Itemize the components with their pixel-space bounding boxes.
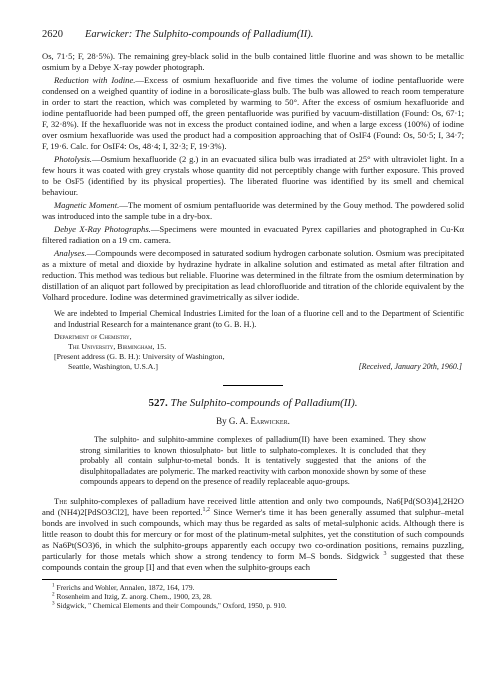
section-lead: Reduction with Iodine. <box>54 75 135 85</box>
body-paragraph: Analyses.—Compounds were decomposed in s… <box>42 248 464 303</box>
article-title: The Sulphito-compounds of Palladium(II). <box>171 397 358 409</box>
body-paragraph: Debye X-Ray Photographs.—Specimens were … <box>42 224 464 246</box>
running-title: Earwicker: The Sulphito-compounds of Pal… <box>85 28 313 41</box>
footnote-ref: 1,2 <box>203 507 211 513</box>
article-title-block: 527. The Sulphito-compounds of Palladium… <box>42 396 464 410</box>
affiliation-line: The University, Birmingham, 15. <box>54 342 464 352</box>
page: 2620 Earwicker: The Sulphito-compounds o… <box>0 0 500 679</box>
affiliation-line: Department of Chemistry, <box>54 332 464 342</box>
lead-word: The <box>54 496 70 506</box>
section-rule <box>223 385 283 386</box>
paragraph-text: —Osmium hexafluoride (2 g.) in an evacua… <box>42 154 464 197</box>
section-lead: Magnetic Moment. <box>54 200 119 210</box>
section-lead: Photolysis. <box>54 154 92 164</box>
affiliation-text: [Present address (G. B. H.): University … <box>54 352 225 361</box>
acknowledgement: We are indebted to Imperial Chemical Ind… <box>54 309 464 330</box>
footnote-text: Rosenheim and Itzig, Z. anorg. Chem., 19… <box>56 592 211 601</box>
paragraph-text: —Excess of osmium hexafluoride and five … <box>42 75 464 151</box>
section-lead: Analyses. <box>54 248 87 258</box>
byline-prefix: By <box>216 416 229 426</box>
running-head: 2620 Earwicker: The Sulphito-compounds o… <box>42 28 464 41</box>
footnotes: 1 Frerichs and Wohler, Annalen, 1872, 16… <box>42 579 337 611</box>
article-number: 527. <box>149 397 168 409</box>
body-paragraph: Photolysis.—Osmium hexafluoride (2 g.) i… <box>42 154 464 198</box>
footnote-text: Frerichs and Wohler, Annalen, 1872, 164,… <box>56 583 194 592</box>
affiliation-line: [Present address (G. B. H.): University … <box>54 352 464 362</box>
footnote-text: Sidgwick, " Chemical Elements and their … <box>56 601 286 610</box>
author-name: G. A. Earwicker. <box>229 416 290 426</box>
body-paragraph: Os, 71·5; F, 28·5%). The remaining grey-… <box>42 51 464 73</box>
section-lead: Debye X-Ray Photographs. <box>54 224 151 234</box>
page-number: 2620 <box>42 28 63 41</box>
footnote-item: 1 Frerichs and Wohler, Annalen, 1872, 16… <box>42 583 337 592</box>
body-paragraph: Reduction with Iodine.—Excess of osmium … <box>42 75 464 152</box>
footnote-item: 3 Sidgwick, " Chemical Elements and thei… <box>42 601 337 610</box>
abstract: The sulphito- and sulphito-ammine comple… <box>80 435 426 488</box>
body-paragraph: The sulphito-complexes of palladium have… <box>42 496 464 573</box>
byline: By G. A. Earwicker. <box>42 416 464 428</box>
paragraph-text: —Compounds were decomposed in saturated … <box>42 248 464 302</box>
body-paragraph: Magnetic Moment.—The moment of osmium pe… <box>42 200 464 222</box>
footnote-item: 2 Rosenheim and Itzig, Z. anorg. Chem., … <box>42 592 337 601</box>
